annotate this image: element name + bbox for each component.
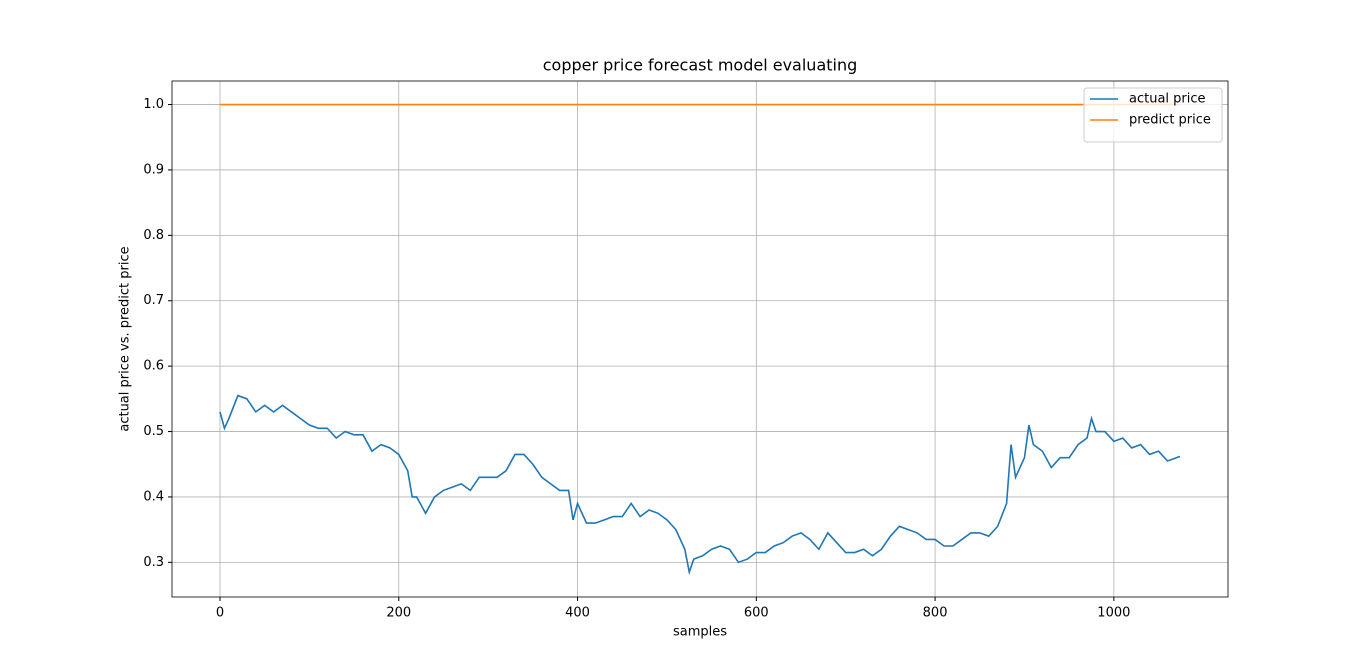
x-tick-label: 400 — [565, 606, 590, 621]
y-axis-label: actual price vs. predict price — [118, 246, 133, 431]
data-line — [219, 394, 1181, 576]
y-tick-label: 0.8 — [143, 228, 164, 243]
x-tick-label: 200 — [386, 606, 411, 621]
legend-box — [1083, 87, 1223, 143]
y-tick-label: 0.3 — [143, 555, 164, 570]
x-tick-label: 800 — [923, 606, 948, 621]
y-tick-label: 0.7 — [143, 293, 164, 308]
y-tick-label: 0.9 — [143, 162, 164, 177]
x-tick-label: 1000 — [1097, 606, 1130, 621]
y-tick-label: 0.6 — [143, 359, 164, 374]
y-tick-label: 1.0 — [143, 97, 164, 112]
x-tick-label: 0 — [216, 606, 224, 621]
legend-label: predict price — [1129, 113, 1211, 128]
y-tick-label: 0.4 — [143, 489, 164, 504]
y-tick-label: 0.5 — [143, 424, 164, 439]
x-axis-label: samples — [673, 625, 727, 640]
plot-frame — [171, 80, 1229, 598]
chart-title: copper price forecast model evaluating — [543, 56, 858, 75]
legend-label: actual price — [1129, 92, 1206, 107]
x-tick-label: 600 — [744, 606, 769, 621]
